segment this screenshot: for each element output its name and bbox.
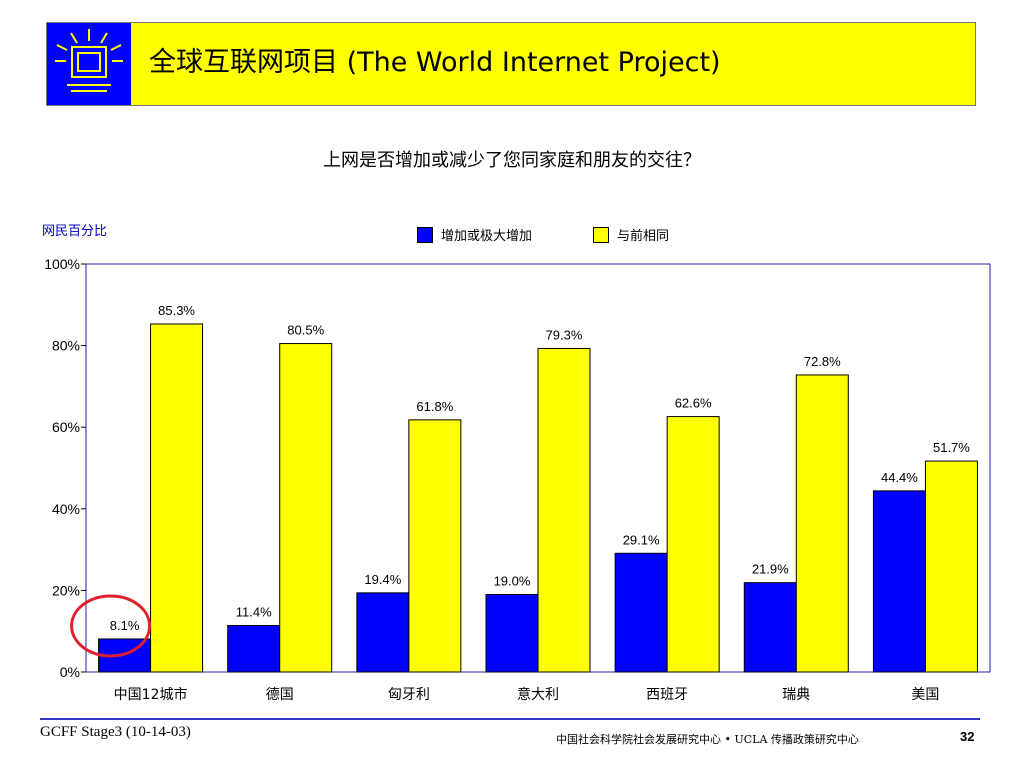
data-label: 61.8% xyxy=(416,399,453,414)
x-tick-label: 瑞典 xyxy=(782,687,810,703)
title-banner: 全球互联网项目 (The World Internet Project) xyxy=(46,22,976,106)
data-label: 11.4% xyxy=(236,604,272,619)
bar-series-2 xyxy=(924,460,978,673)
data-label: 44.4% xyxy=(881,470,918,485)
bar-series-1 xyxy=(356,592,410,673)
legend-label-series-1: 增加或极大增加 xyxy=(441,229,533,244)
legend-label-series-2: 与前相同 xyxy=(617,229,670,244)
chart-title: 上网是否增加或减少了您同家庭和朋友的交往？ xyxy=(323,150,701,171)
data-label: 21.9% xyxy=(752,562,789,577)
x-tick-label: 西班牙 xyxy=(646,687,688,703)
y-tick-label: 0% xyxy=(60,664,80,680)
wip-logo-icon xyxy=(55,29,123,92)
bar-series-2 xyxy=(408,419,462,673)
data-label: 72.8% xyxy=(804,354,841,369)
x-tick-label: 美国 xyxy=(911,687,939,703)
legend-swatch-series-2 xyxy=(593,227,609,243)
data-label: 79.3% xyxy=(546,327,583,342)
y-axis-label: 网民百分比 xyxy=(42,224,108,239)
data-label: 19.4% xyxy=(364,572,401,587)
footer-date-label: GCFF Stage3 (10-14-03) xyxy=(40,724,191,740)
footer-institutions: 中国社会科学院社会发展研究中心 • UCLA 传播政策研究中心 xyxy=(556,733,859,746)
footer-divider xyxy=(40,718,980,720)
bar-series-2 xyxy=(537,347,591,673)
page-number: 32 xyxy=(960,729,975,744)
data-label: 8.1% xyxy=(110,618,140,633)
highlight-circle xyxy=(70,594,152,658)
data-label: 85.3% xyxy=(158,303,195,318)
y-tick-label: 40% xyxy=(52,501,80,517)
page-title: 全球互联网项目 (The World Internet Project) xyxy=(149,47,721,78)
bar-series-1 xyxy=(227,624,281,673)
data-label: 80.5% xyxy=(287,323,324,338)
data-label: 51.7% xyxy=(933,440,970,455)
y-tick-label: 60% xyxy=(52,419,80,435)
bar-series-1 xyxy=(743,582,797,673)
y-tick-label: 20% xyxy=(52,582,80,598)
legend-swatch-series-1 xyxy=(417,227,433,243)
x-tick-label: 中国12城市 xyxy=(114,686,188,703)
data-label: 62.6% xyxy=(675,396,712,411)
x-tick-label: 意大利 xyxy=(517,686,559,703)
y-tick-label: 80% xyxy=(52,338,80,354)
x-tick-label: 匈牙利 xyxy=(388,687,430,703)
bar-series-2 xyxy=(150,323,204,673)
y-tick-label: 100% xyxy=(44,256,80,272)
bar-series-2 xyxy=(795,374,849,673)
wip-logo xyxy=(47,23,131,105)
data-label: 19.0% xyxy=(494,573,531,588)
data-label: 29.1% xyxy=(623,532,660,547)
bar-series-1 xyxy=(872,490,926,673)
bar-series-1 xyxy=(614,552,668,673)
bar-series-2 xyxy=(279,343,333,673)
bar-series-2 xyxy=(666,416,720,673)
x-tick-label: 德国 xyxy=(266,687,294,703)
bar-series-1 xyxy=(485,593,539,673)
